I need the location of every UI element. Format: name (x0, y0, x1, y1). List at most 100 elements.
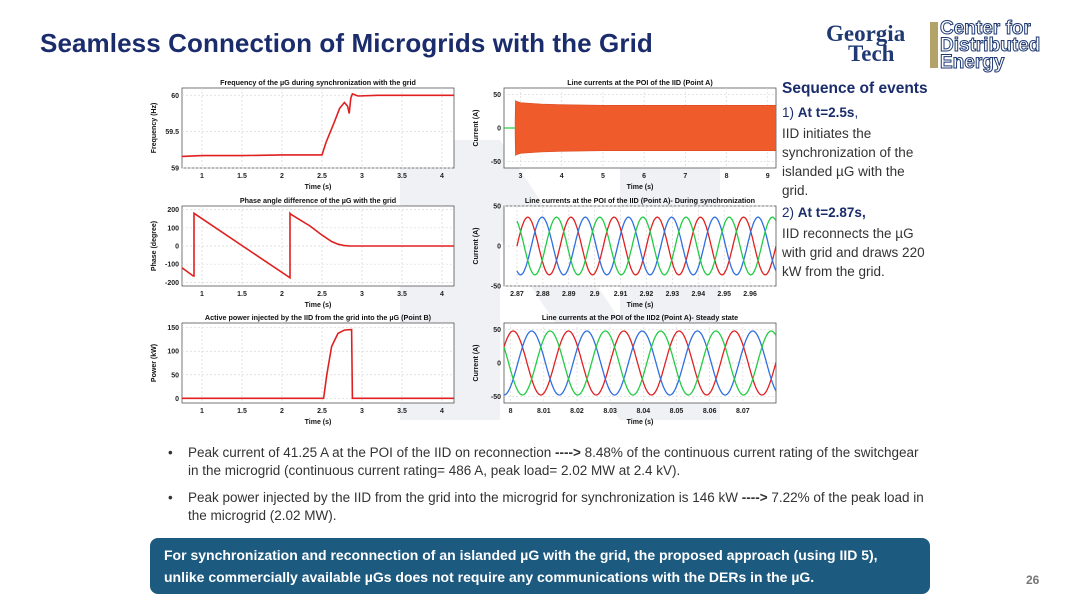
bullet-arrow: ----> (554, 445, 581, 460)
chart-svg: 3 4 5 6 7 8 9 50 0 -50 Line currents at the POI of… (473, 78, 777, 191)
sequence-of-events: Sequence of events 1) At t=2.5s, IID ini… (782, 78, 932, 281)
x-tick-label: 2.95 (717, 291, 731, 298)
waveform-Ia (516, 216, 776, 276)
step-2-description: IID reconnects the µG with grid and draw… (782, 226, 925, 279)
bullet-arrow: ----> (741, 490, 768, 505)
x-tick-label: 7 (683, 173, 687, 180)
step-1-number: 1) (782, 105, 795, 120)
x-tick-label: 3 (360, 408, 364, 415)
x-axis-label: Time (s) (627, 302, 654, 309)
chart-title: Phase angle difference of the µG with th… (240, 196, 396, 205)
x-axis-label: Time (s) (305, 184, 332, 191)
logo-tech-text: Tech (848, 41, 895, 66)
x-tick-label: 2 (280, 408, 284, 415)
step-1-punct: , (854, 105, 859, 120)
y-axis-label: Frequency (Hz) (151, 103, 158, 154)
y-axis-label: Current (A) (473, 228, 480, 265)
y-tick-label: -50 (491, 159, 501, 166)
x-tick-label: 2.94 (691, 291, 705, 298)
y-tick-label: 0 (175, 396, 179, 403)
conclusion-banner: For synchronization and reconnection of … (150, 538, 930, 594)
x-axis-label: Time (s) (305, 302, 332, 309)
plot-content (182, 211, 454, 280)
y-tick-label: 60 (171, 93, 179, 100)
banner-text: For synchronization and reconnection of … (164, 547, 878, 585)
x-tick-label: 2.89 (562, 291, 576, 298)
bullet-text: Peak power injected by the IID from the … (188, 490, 742, 505)
x-tick-label: 2 (280, 291, 284, 298)
y-tick-label: -50 (491, 284, 501, 291)
step-2: 2) At t=2.87s, (782, 203, 932, 222)
x-tick-label: 8.06 (703, 408, 717, 415)
x-tick-label: 8.03 (603, 408, 617, 415)
y-tick-label: 50 (493, 92, 501, 99)
x-tick-label: 2.92 (640, 291, 654, 298)
chart-title: Line currents at the POI of the IID (Poi… (567, 78, 713, 87)
georgia-tech-logo: Georgia Tech (826, 21, 926, 68)
y-tick-label: 150 (167, 325, 179, 332)
series-line-phase (182, 211, 454, 280)
x-tick-label: 2 (280, 173, 284, 180)
frequency-chart: 1 1.5 2 2.5 3 3.5 4 59 59.5 60 Frequency of the µG… (146, 76, 462, 192)
y-tick-label: 200 (167, 207, 179, 214)
cde-line-2: Distributed (939, 35, 1041, 56)
x-tick-label: 3.5 (397, 291, 407, 298)
plot-content (516, 216, 776, 276)
x-axis-label: Time (s) (627, 184, 654, 191)
y-tick-label: -50 (491, 394, 501, 401)
plot-content (504, 99, 776, 157)
series-line-power (182, 328, 454, 400)
chart-title: Line currents at the POI of the IID2 (Po… (542, 313, 738, 322)
x-tick-label: 8.07 (736, 408, 750, 415)
x-tick-label: 2.5 (317, 291, 327, 298)
plot-content (182, 92, 454, 158)
cde-line-3: Energy (939, 52, 1005, 73)
x-axis-label: Time (s) (305, 419, 332, 426)
y-tick-label: 0 (497, 244, 501, 251)
step-1-time: At t=2.5s (797, 105, 855, 120)
chart-svg: 1 1.5 2 2.5 3 3.5 4 59 59.5 60 Frequency of the µG… (151, 78, 455, 191)
bullet-peak-current: • Peak current of 41.25 A at the POI of … (168, 444, 928, 480)
step-1: 1) At t=2.5s, (782, 103, 932, 122)
x-tick-label: 5 (601, 173, 605, 180)
plot-content (182, 328, 454, 400)
x-tick-label: 1 (200, 291, 204, 298)
bullet-list: • Peak current of 41.25 A at the POI of … (168, 444, 928, 534)
bullet-text: 8.48% of the continuous current rating o… (188, 445, 919, 478)
x-tick-label: 1 (200, 173, 204, 180)
x-tick-label: 6 (642, 173, 646, 180)
cde-line-1: Center for (939, 18, 1031, 39)
step-2-time: At t=2.87s, (797, 205, 866, 220)
x-tick-label: 1 (200, 408, 204, 415)
x-tick-label: 2.91 (614, 291, 628, 298)
y-axis-label: Phase (degree) (151, 221, 158, 271)
logo-georgia-text: Georgia (826, 21, 906, 46)
x-tick-label: 8 (725, 173, 729, 180)
x-tick-label: 2.9 (590, 291, 600, 298)
x-tick-label: 8 (509, 408, 513, 415)
series-line-frequency (182, 92, 454, 158)
y-tick-label: 50 (493, 327, 501, 334)
page-number: 26 (1026, 573, 1040, 587)
y-tick-label: 59.5 (165, 129, 179, 136)
y-axis-label: Current (A) (473, 345, 480, 382)
y-tick-label: 0 (497, 126, 501, 133)
chart-title: Active power injected by the IID from th… (205, 313, 432, 322)
y-tick-label: 100 (167, 225, 179, 232)
x-tick-label: 2.88 (536, 291, 550, 298)
bullet-peak-power: • Peak power injected by the IID from th… (168, 489, 928, 525)
y-tick-label: 100 (167, 349, 179, 356)
sequence-heading: Sequence of events (782, 80, 928, 97)
chart-svg: 2.87 2.88 2.89 2.9 2.91 2.92 2.93 2.94 2.95 2.96 5… (473, 196, 777, 309)
x-tick-label: 3.5 (397, 173, 407, 180)
x-tick-label: 3 (360, 291, 364, 298)
y-axis-label: Power (kW) (151, 344, 158, 382)
chart-title: Line currents at the POI of the IID (Poi… (525, 196, 755, 205)
y-tick-label: -200 (165, 280, 179, 287)
x-tick-label: 4 (440, 408, 444, 415)
bullet-dot: • (168, 445, 173, 460)
chart-svg: 8 8.01 8.02 8.03 8.04 8.05 8.06 8.07 50 0 -50 Line … (473, 313, 777, 426)
waveform-Ia (504, 330, 776, 396)
x-tick-label: 8.01 (537, 408, 551, 415)
y-axis-label: Current (A) (473, 110, 480, 147)
